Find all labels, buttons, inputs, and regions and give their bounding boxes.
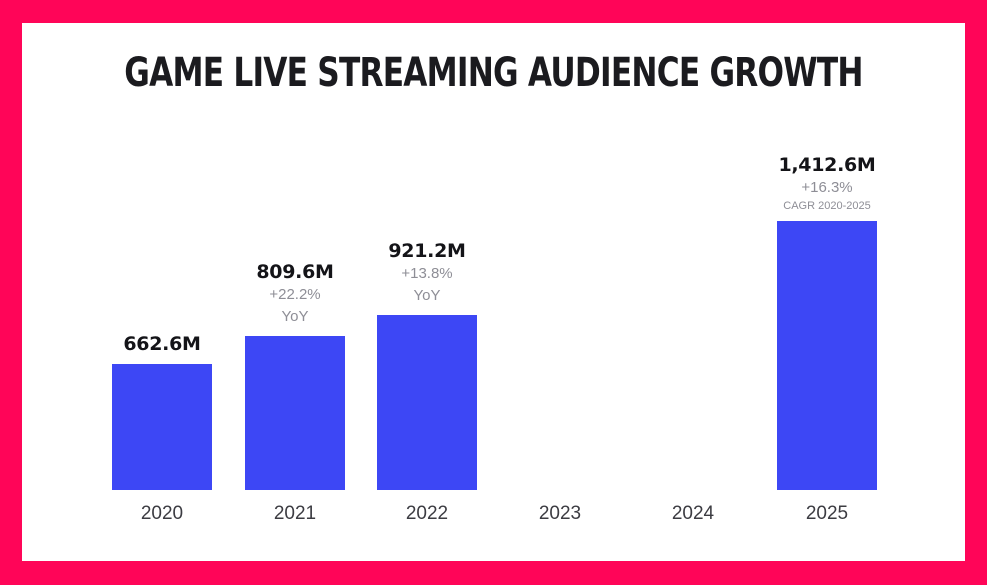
x-tick-label-2024: 2024 xyxy=(671,503,715,524)
note-label-2022: YoY xyxy=(413,287,441,304)
x-tick-label-2025: 2025 xyxy=(805,503,849,524)
data-label-2020: 662.6M xyxy=(123,333,201,355)
data-label-2025: 1,412.6M xyxy=(778,154,876,176)
bar-2021 xyxy=(245,336,345,490)
growth-label-2021: +22.2% xyxy=(269,286,321,303)
data-label-2022: 921.2M xyxy=(388,240,466,262)
data-label-group-2025: 1,412.6M +16.3% CAGR 2020-2025 xyxy=(747,153,907,213)
growth-label-2022: +13.8% xyxy=(401,265,453,282)
data-label-group-2022: 921.2M +13.8% YoY xyxy=(347,239,507,307)
chart-title: GAME LIVE STREAMING AUDIENCE GROWTH xyxy=(124,50,863,96)
x-tick-label-2022: 2022 xyxy=(405,503,449,524)
data-label-group-2020: 662.6M xyxy=(82,332,242,356)
growth-label-2025: +16.3% xyxy=(801,179,853,196)
bar-2022 xyxy=(377,315,477,490)
x-tick-label-2021: 2021 xyxy=(273,503,317,524)
note-label-2025: CAGR 2020-2025 xyxy=(783,200,871,212)
data-label-2021: 809.6M xyxy=(256,261,334,283)
x-tick-label-2023: 2023 xyxy=(538,503,582,524)
x-tick-label-2020: 2020 xyxy=(140,503,184,524)
data-label-group-2021: 809.6M +22.2% YoY xyxy=(215,260,375,328)
bar-2025 xyxy=(777,221,877,490)
bar-2020 xyxy=(112,364,212,490)
note-label-2021: YoY xyxy=(281,308,309,325)
